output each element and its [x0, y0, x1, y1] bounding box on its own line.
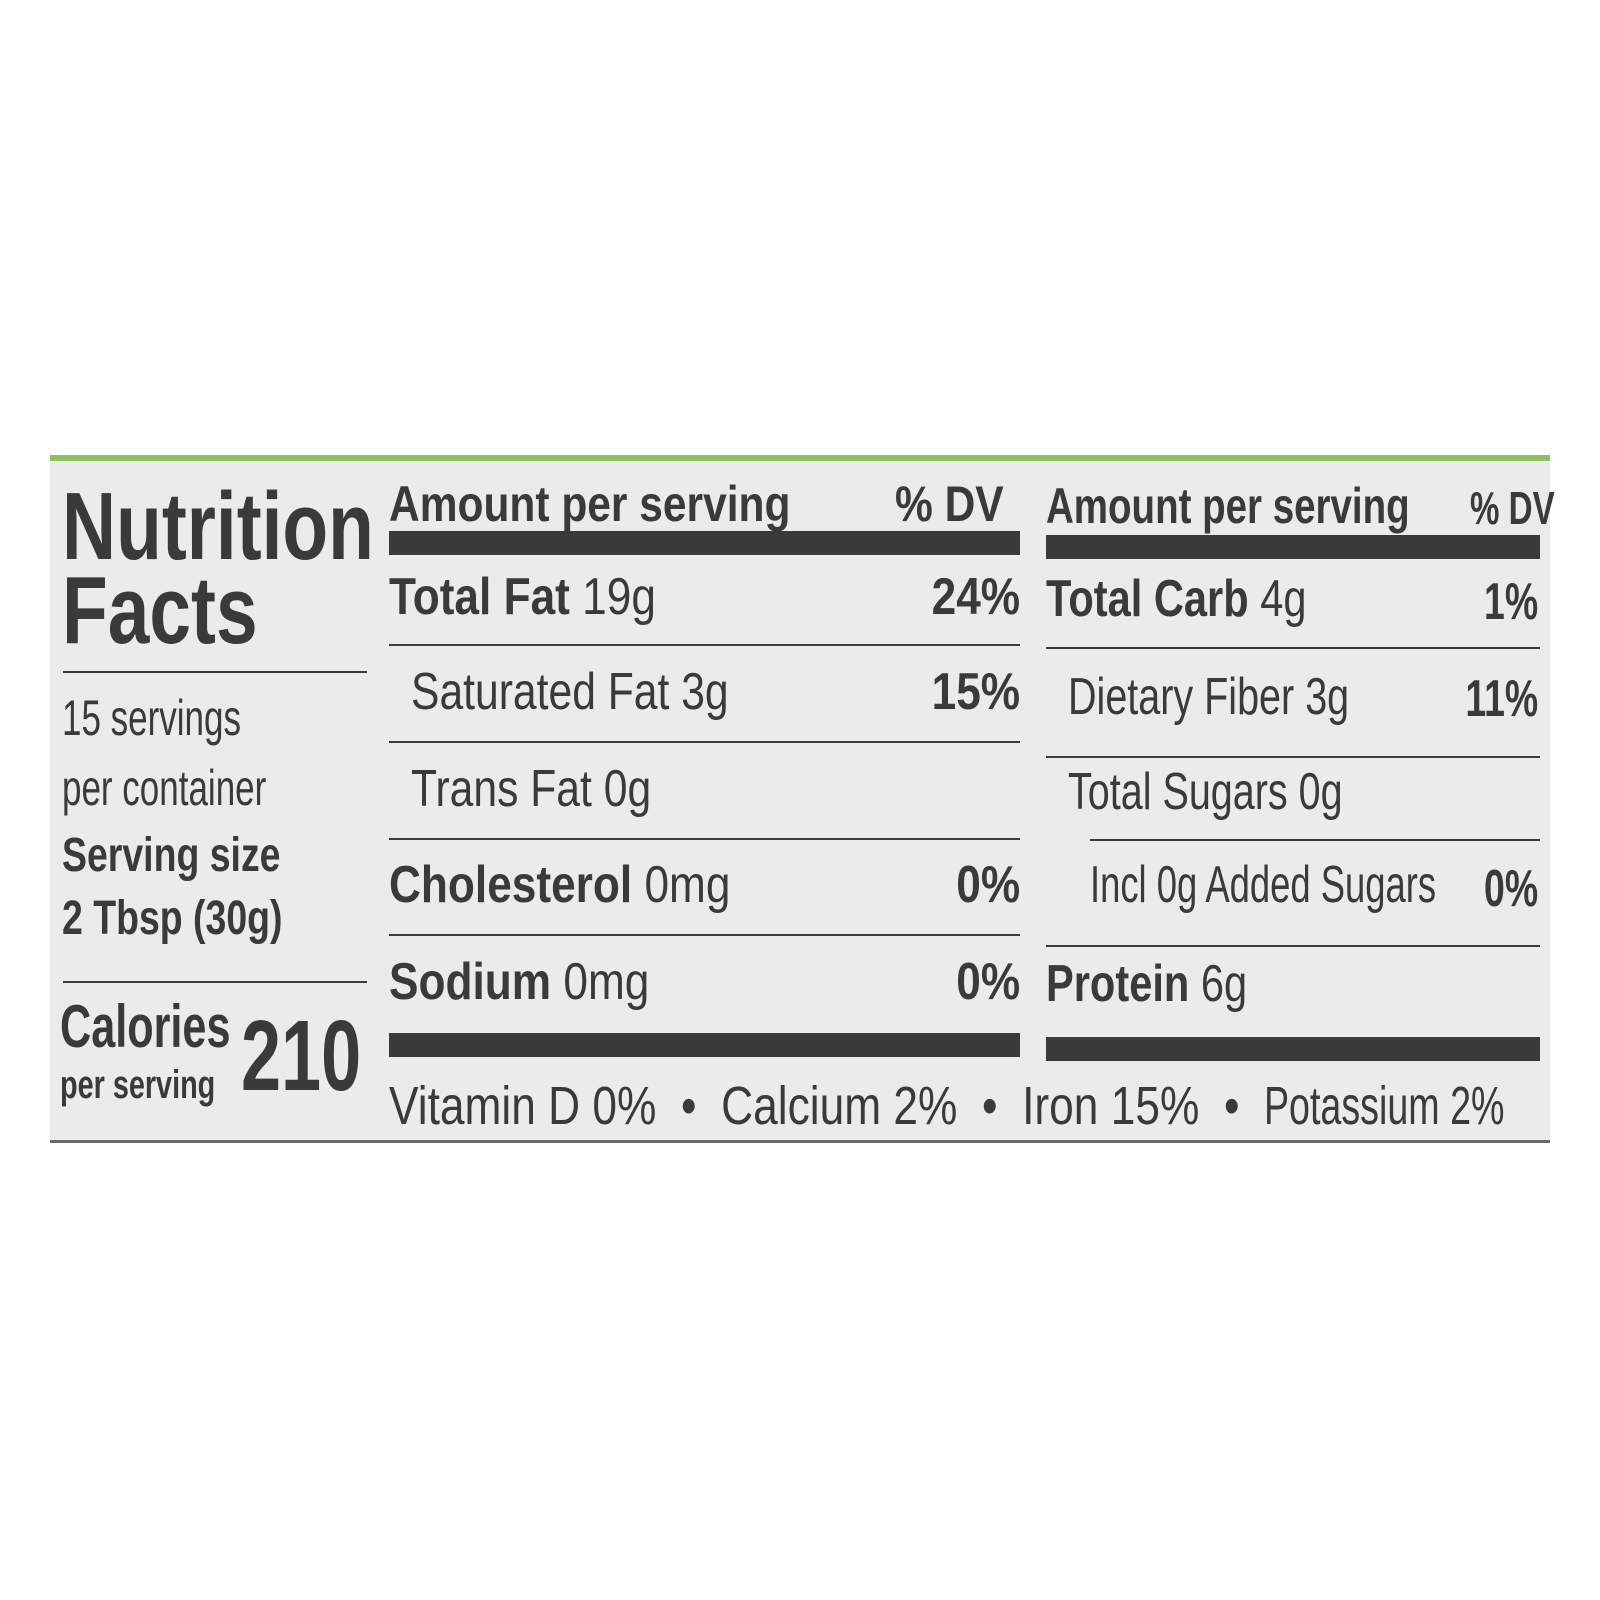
row-cholesterol: Cholesterol 0mg — [389, 856, 731, 914]
divider — [63, 981, 367, 983]
amount-header: Amount per serving — [389, 476, 791, 532]
dv-added-sugars: 0% — [1483, 860, 1538, 918]
divider — [63, 671, 367, 673]
bullet: • — [982, 1076, 998, 1136]
divider — [1046, 647, 1540, 649]
dv-total-fat: 24% — [931, 568, 1020, 626]
divider — [389, 934, 1020, 936]
dv-dietary-fiber: 11% — [1465, 670, 1538, 728]
dv-sodium: 0% — [956, 953, 1020, 1011]
potassium: Potassium 2% — [1264, 1076, 1505, 1136]
bullet: • — [681, 1076, 697, 1136]
divider — [1046, 945, 1540, 947]
thick-divider — [1046, 1037, 1540, 1061]
vitamin-d: Vitamin D 0% — [389, 1076, 657, 1136]
row-total-sugars: Total Sugars 0g — [1068, 763, 1343, 821]
thick-divider — [1046, 535, 1540, 559]
row-trans-fat: Trans Fat 0g — [411, 760, 652, 818]
title-line1: Nutrition — [62, 473, 374, 580]
dv-header-right: % DV — [1470, 482, 1555, 534]
servings-line2: per container — [62, 760, 267, 816]
thick-divider — [389, 1033, 1020, 1057]
divider — [1046, 756, 1540, 758]
row-total-fat: Total Fat 19g — [389, 568, 656, 626]
row-added-sugars: Incl 0g Added Sugars — [1090, 856, 1437, 914]
divider — [389, 741, 1020, 743]
row-dietary-fiber: Dietary Fiber 3g — [1068, 668, 1350, 726]
dv-total-carb: 1% — [1483, 573, 1538, 631]
iron: Iron 15% — [1022, 1076, 1200, 1136]
calories-value: 210 — [241, 1000, 362, 1112]
calories-sublabel: per serving — [60, 1063, 216, 1107]
amount-header-right: Amount per serving — [1046, 478, 1410, 534]
calories-label: Calories — [60, 993, 231, 1060]
servings-line1: 15 servings — [62, 690, 241, 746]
dv-cholesterol: 0% — [956, 856, 1020, 914]
row-sodium: Sodium 0mg — [389, 953, 650, 1011]
row-protein: Protein 6g — [1046, 955, 1248, 1013]
nutrition-facts-label: Nutrition Facts 15 servings per containe… — [50, 455, 1555, 1143]
dv-saturated-fat: 15% — [931, 663, 1020, 721]
row-total-carb: Total Carb 4g — [1046, 570, 1307, 628]
row-saturated-fat: Saturated Fat 3g — [411, 663, 729, 721]
divider — [389, 644, 1020, 646]
title-line2: Facts — [62, 557, 258, 664]
bullet: • — [1223, 1076, 1240, 1136]
serving-size-value: 2 Tbsp (30g) — [62, 892, 283, 945]
divider — [389, 838, 1020, 840]
thick-divider — [389, 531, 1020, 555]
vitamins-line: Vitamin D 0% • Calcium 2% • Iron 15% • P… — [389, 1079, 1547, 1133]
serving-size-label: Serving size — [62, 829, 281, 882]
calcium: Calcium 2% — [721, 1076, 958, 1136]
dv-header: % DV — [895, 476, 1004, 532]
divider — [1090, 839, 1540, 841]
